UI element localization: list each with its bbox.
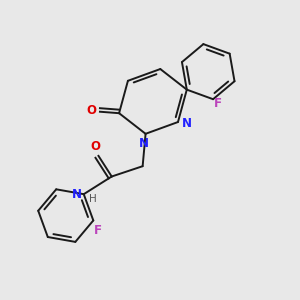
Text: N: N <box>139 137 149 150</box>
Text: H: H <box>89 194 97 205</box>
Text: O: O <box>91 140 100 153</box>
Text: O: O <box>86 104 96 117</box>
Text: F: F <box>94 224 102 237</box>
Text: N: N <box>182 117 191 130</box>
Text: N: N <box>72 188 82 201</box>
Text: F: F <box>214 97 222 110</box>
